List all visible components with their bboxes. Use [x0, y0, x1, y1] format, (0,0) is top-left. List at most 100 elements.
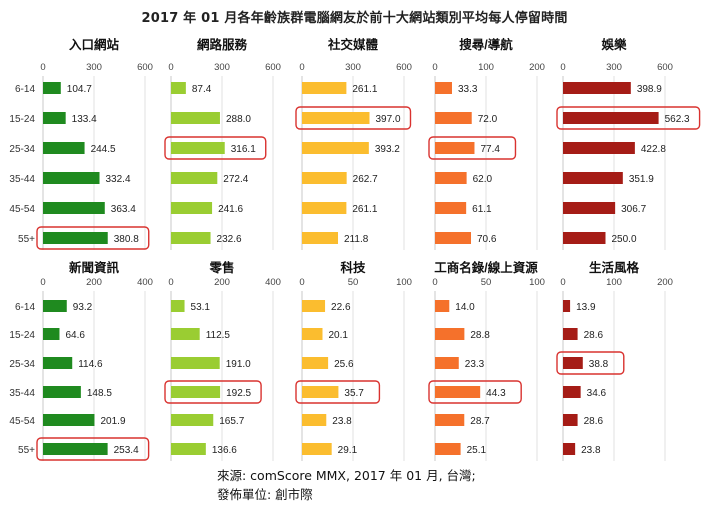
- tick-label: 50: [348, 277, 359, 288]
- bar: [302, 112, 370, 124]
- tick-label: 300: [86, 62, 102, 73]
- bar: [43, 414, 95, 426]
- data-label: 148.5: [87, 388, 112, 399]
- data-label: 136.6: [212, 445, 237, 456]
- source-line-2: 發佈單位: 創市際: [217, 487, 313, 502]
- data-label: 23.8: [332, 416, 352, 427]
- bar: [435, 142, 475, 154]
- tick-label: 200: [86, 277, 102, 288]
- category-label: 55+: [18, 234, 35, 245]
- data-label: 211.8: [344, 234, 369, 245]
- bar: [43, 172, 100, 184]
- data-label: 253.4: [114, 445, 139, 456]
- highlight-box: [295, 106, 412, 130]
- data-label: 380.8: [114, 234, 139, 245]
- data-label: 398.9: [637, 84, 662, 95]
- data-label: 112.5: [206, 330, 231, 341]
- tick-label: 0: [168, 62, 173, 73]
- bar: [302, 443, 332, 455]
- bar: [563, 414, 578, 426]
- data-label: 44.3: [486, 388, 506, 399]
- bar: [43, 328, 60, 340]
- data-label: 232.6: [217, 234, 242, 245]
- bar: [302, 172, 347, 184]
- bar: [563, 172, 623, 184]
- data-label: 351.9: [629, 174, 654, 185]
- highlight-box: [556, 106, 701, 130]
- tick-label: 200: [657, 277, 673, 288]
- data-label: 29.1: [338, 445, 358, 456]
- bar: [435, 443, 461, 455]
- bar: [302, 232, 339, 244]
- data-label: 250.0: [612, 234, 637, 245]
- category-label: 35-44: [9, 388, 35, 399]
- highlight-box: [164, 380, 262, 404]
- panel-title: 娛樂: [600, 37, 627, 52]
- data-label: 244.5: [91, 144, 116, 155]
- tick-label: 0: [299, 62, 304, 73]
- data-label: 25.6: [334, 359, 354, 370]
- bar: [43, 300, 67, 312]
- bar: [171, 142, 225, 154]
- bar: [43, 357, 73, 369]
- data-label: 562.3: [665, 114, 690, 125]
- panel-title: 社交媒體: [327, 37, 379, 52]
- data-label: 33.3: [458, 84, 478, 95]
- bar: [43, 82, 61, 94]
- bar: [563, 232, 606, 244]
- bar: [171, 328, 200, 340]
- data-label: 20.1: [329, 330, 349, 341]
- bar: [171, 202, 213, 214]
- data-label: 306.7: [621, 204, 646, 215]
- panel-title: 生活風格: [589, 260, 640, 275]
- panel-title: 搜尋/導航: [459, 37, 513, 52]
- data-label: 35.7: [344, 388, 364, 399]
- bar: [563, 82, 631, 94]
- tick-label: 0: [168, 277, 173, 288]
- data-label: 28.6: [584, 416, 604, 427]
- data-label: 28.6: [584, 330, 604, 341]
- source-line-1: 來源: comScore MMX, 2017 年 01 月, 台灣;: [217, 468, 476, 483]
- bar: [563, 112, 659, 124]
- data-label: 13.9: [576, 302, 596, 313]
- data-label: 70.6: [477, 234, 497, 245]
- category-label: 6-14: [15, 84, 35, 95]
- bar: [302, 142, 369, 154]
- data-label: 28.7: [470, 416, 490, 427]
- tick-label: 600: [137, 62, 153, 73]
- bar: [563, 386, 581, 398]
- tick-label: 100: [529, 277, 545, 288]
- data-label: 393.2: [375, 144, 400, 155]
- tick-label: 100: [606, 277, 622, 288]
- tick-label: 0: [560, 62, 565, 73]
- data-label: 61.1: [472, 204, 492, 215]
- highlight-box: [164, 136, 267, 160]
- bar: [302, 328, 323, 340]
- bar: [171, 82, 186, 94]
- bar: [563, 202, 616, 214]
- data-label: 316.1: [231, 144, 256, 155]
- data-label: 241.6: [218, 204, 243, 215]
- bar: [563, 328, 578, 340]
- category-label: 35-44: [9, 174, 35, 185]
- data-label: 53.1: [191, 302, 211, 313]
- highlight-box: [428, 380, 522, 404]
- category-label: 25-34: [9, 144, 35, 155]
- category-label: 45-54: [9, 416, 35, 427]
- bar: [563, 357, 583, 369]
- bar: [435, 82, 452, 94]
- bar: [171, 443, 206, 455]
- tick-label: 300: [606, 62, 622, 73]
- bar: [302, 414, 327, 426]
- highlight-box: [428, 136, 517, 160]
- tick-label: 100: [478, 62, 494, 73]
- bar: [435, 300, 450, 312]
- data-label: 25.1: [467, 445, 487, 456]
- tick-label: 0: [40, 277, 45, 288]
- bar: [435, 172, 467, 184]
- tick-label: 600: [657, 62, 673, 73]
- panel-title: 網路服務: [197, 37, 248, 52]
- source-note: 來源: comScore MMX, 2017 年 01 月, 台灣; 發佈單位:…: [217, 466, 476, 504]
- bar: [43, 232, 108, 244]
- bar: [43, 443, 108, 455]
